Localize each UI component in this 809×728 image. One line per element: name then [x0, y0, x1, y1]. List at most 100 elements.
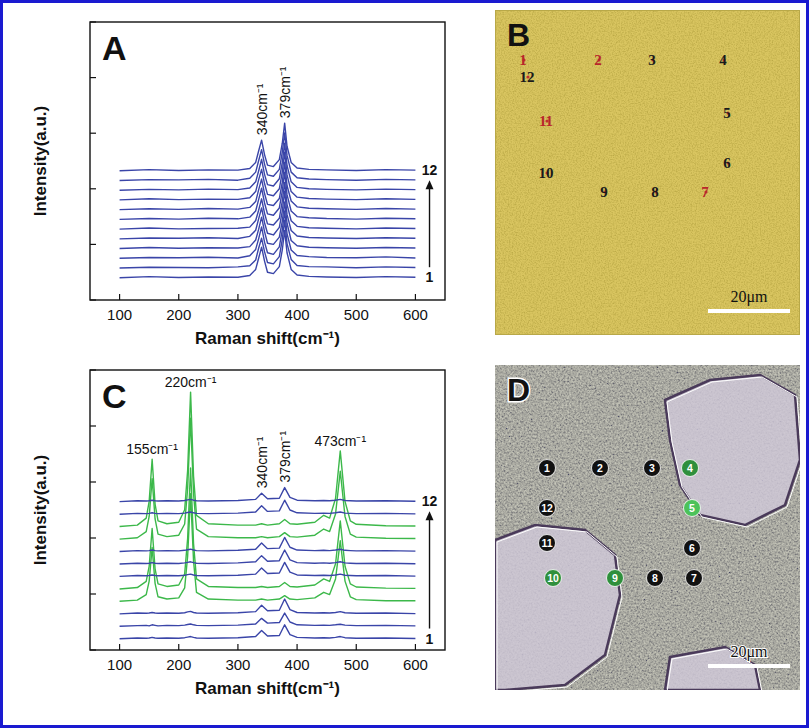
lines — [120, 123, 416, 278]
point-label: 11 — [541, 537, 552, 549]
point-label: 8 — [651, 184, 659, 200]
panel-label: C — [102, 377, 127, 415]
measurement-dot — [592, 460, 609, 477]
x-tick-label: 300 — [225, 656, 250, 673]
measurement-dot — [545, 570, 562, 587]
y-tick — [90, 593, 96, 594]
x-tick — [119, 294, 120, 300]
spectrum-line — [120, 191, 416, 239]
point-label: 12 — [520, 69, 535, 85]
x-tick — [119, 644, 120, 650]
y-axis-title: Intensity(a.u.) — [31, 455, 50, 566]
spectrum-line — [120, 537, 416, 551]
y-tick — [90, 649, 96, 650]
micrograph-ground — [495, 10, 800, 335]
measurement-dot — [684, 540, 701, 557]
measurement-dot — [644, 460, 661, 477]
x-tick-label: 400 — [285, 306, 310, 323]
x-tick-label: 500 — [344, 656, 369, 673]
x-tick-label: 300 — [225, 306, 250, 323]
peak-label: 220cm⁻¹ — [165, 374, 217, 390]
crystal — [495, 525, 620, 690]
crystal-highlight — [497, 527, 622, 690]
micrograph-edge — [495, 10, 800, 335]
spectrum-line — [120, 625, 416, 639]
figure: 100200300400500600Raman shift(cm⁻¹)Inten… — [0, 0, 809, 728]
x-tick — [356, 294, 357, 300]
peak-label: 340cm⁻¹ — [254, 83, 270, 135]
scale-bar-label: 20μm — [730, 643, 768, 661]
spectrum-line — [120, 143, 416, 190]
spectrum-line — [120, 488, 416, 502]
point-label: 6 — [723, 155, 731, 171]
measurement-dot — [682, 460, 699, 477]
x-tick — [296, 294, 297, 300]
point-label: 7 — [701, 184, 709, 200]
point-label: 9 — [612, 572, 618, 584]
measurement-dot — [686, 570, 703, 587]
measurement-dot — [539, 460, 556, 477]
micrograph — [495, 10, 800, 335]
crystal-highlight — [667, 377, 800, 527]
y-tick — [90, 133, 96, 134]
trace-label: 12 — [422, 493, 438, 509]
peak-label: 155cm⁻¹ — [126, 441, 178, 457]
panel-label: D — [507, 372, 530, 408]
y-tick — [90, 77, 96, 78]
y-tick — [90, 188, 96, 189]
y-axis-title: Intensity(a.u.) — [31, 106, 50, 217]
x-tick-label: 100 — [107, 306, 132, 323]
y-tick — [90, 369, 96, 370]
point-label: 7 — [691, 572, 697, 584]
x-axis-title: Raman shift(cm⁻¹) — [195, 329, 340, 348]
x-tick-label: 200 — [166, 306, 191, 323]
spectrum-line — [120, 418, 416, 539]
point-label: 4 — [719, 52, 727, 68]
x-axis-title: Raman shift(cm⁻¹) — [195, 679, 340, 698]
spectrum-line — [120, 599, 416, 614]
y-tick — [90, 537, 96, 538]
spectrum-line — [120, 392, 416, 526]
point-label: 9 — [600, 184, 608, 200]
micrograph-panel: 20μm123456789101112D — [495, 365, 802, 692]
measurement-dot — [539, 535, 556, 552]
figure-border — [2, 2, 808, 727]
x-tick — [415, 644, 416, 650]
spectrum-line — [120, 162, 416, 210]
point-label: 2 — [594, 52, 602, 68]
point-label: 12 — [541, 502, 553, 514]
scale-bar-label: 20μm — [730, 288, 768, 306]
measurement-dot — [647, 570, 664, 587]
micrograph — [495, 365, 800, 690]
plot-frame — [90, 22, 445, 300]
y-tick — [90, 21, 96, 22]
measurement-dot — [607, 570, 624, 587]
chart-panel: 100200300400500600Raman shift(cm⁻¹)Inten… — [31, 22, 445, 348]
point-label: 10 — [539, 165, 554, 181]
point-label: 10 — [547, 572, 559, 584]
measurement-dot — [539, 500, 556, 517]
point-label: 3 — [648, 52, 656, 68]
arrow-shaft — [429, 188, 430, 267]
spectrum-line — [120, 550, 416, 564]
x-tick-label: 500 — [344, 306, 369, 323]
arrow-head — [426, 180, 434, 189]
trace-label: 12 — [422, 162, 438, 178]
arrow-shaft — [429, 519, 430, 628]
x-tick — [415, 294, 416, 300]
measurement-dot — [684, 500, 701, 517]
scale-bar — [708, 664, 790, 668]
y-tick — [90, 481, 96, 482]
arrow-head — [426, 511, 434, 520]
spectrum-line — [120, 152, 416, 200]
x-tick — [296, 644, 297, 650]
point-label: 11 — [539, 113, 553, 129]
peak-label: 473cm⁻¹ — [314, 433, 366, 449]
trace-label: 1 — [426, 631, 434, 647]
micrograph-texture — [495, 10, 800, 335]
spectrum-line — [120, 220, 416, 268]
panel-label: B — [507, 17, 530, 53]
point-label: 3 — [649, 462, 655, 474]
spectrum-line — [120, 562, 416, 576]
x-tick-label: 400 — [285, 656, 310, 673]
